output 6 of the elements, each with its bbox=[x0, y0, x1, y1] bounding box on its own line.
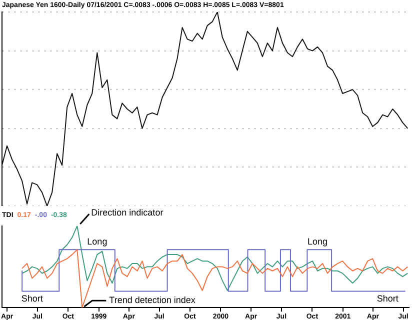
annotation: Long bbox=[308, 236, 328, 247]
annotation: Direction indicator bbox=[91, 207, 164, 218]
annotation: Short bbox=[21, 293, 44, 304]
annotation: Long bbox=[87, 236, 108, 247]
annotation: Short bbox=[376, 293, 399, 304]
annotation: Trend detection index bbox=[109, 295, 196, 306]
